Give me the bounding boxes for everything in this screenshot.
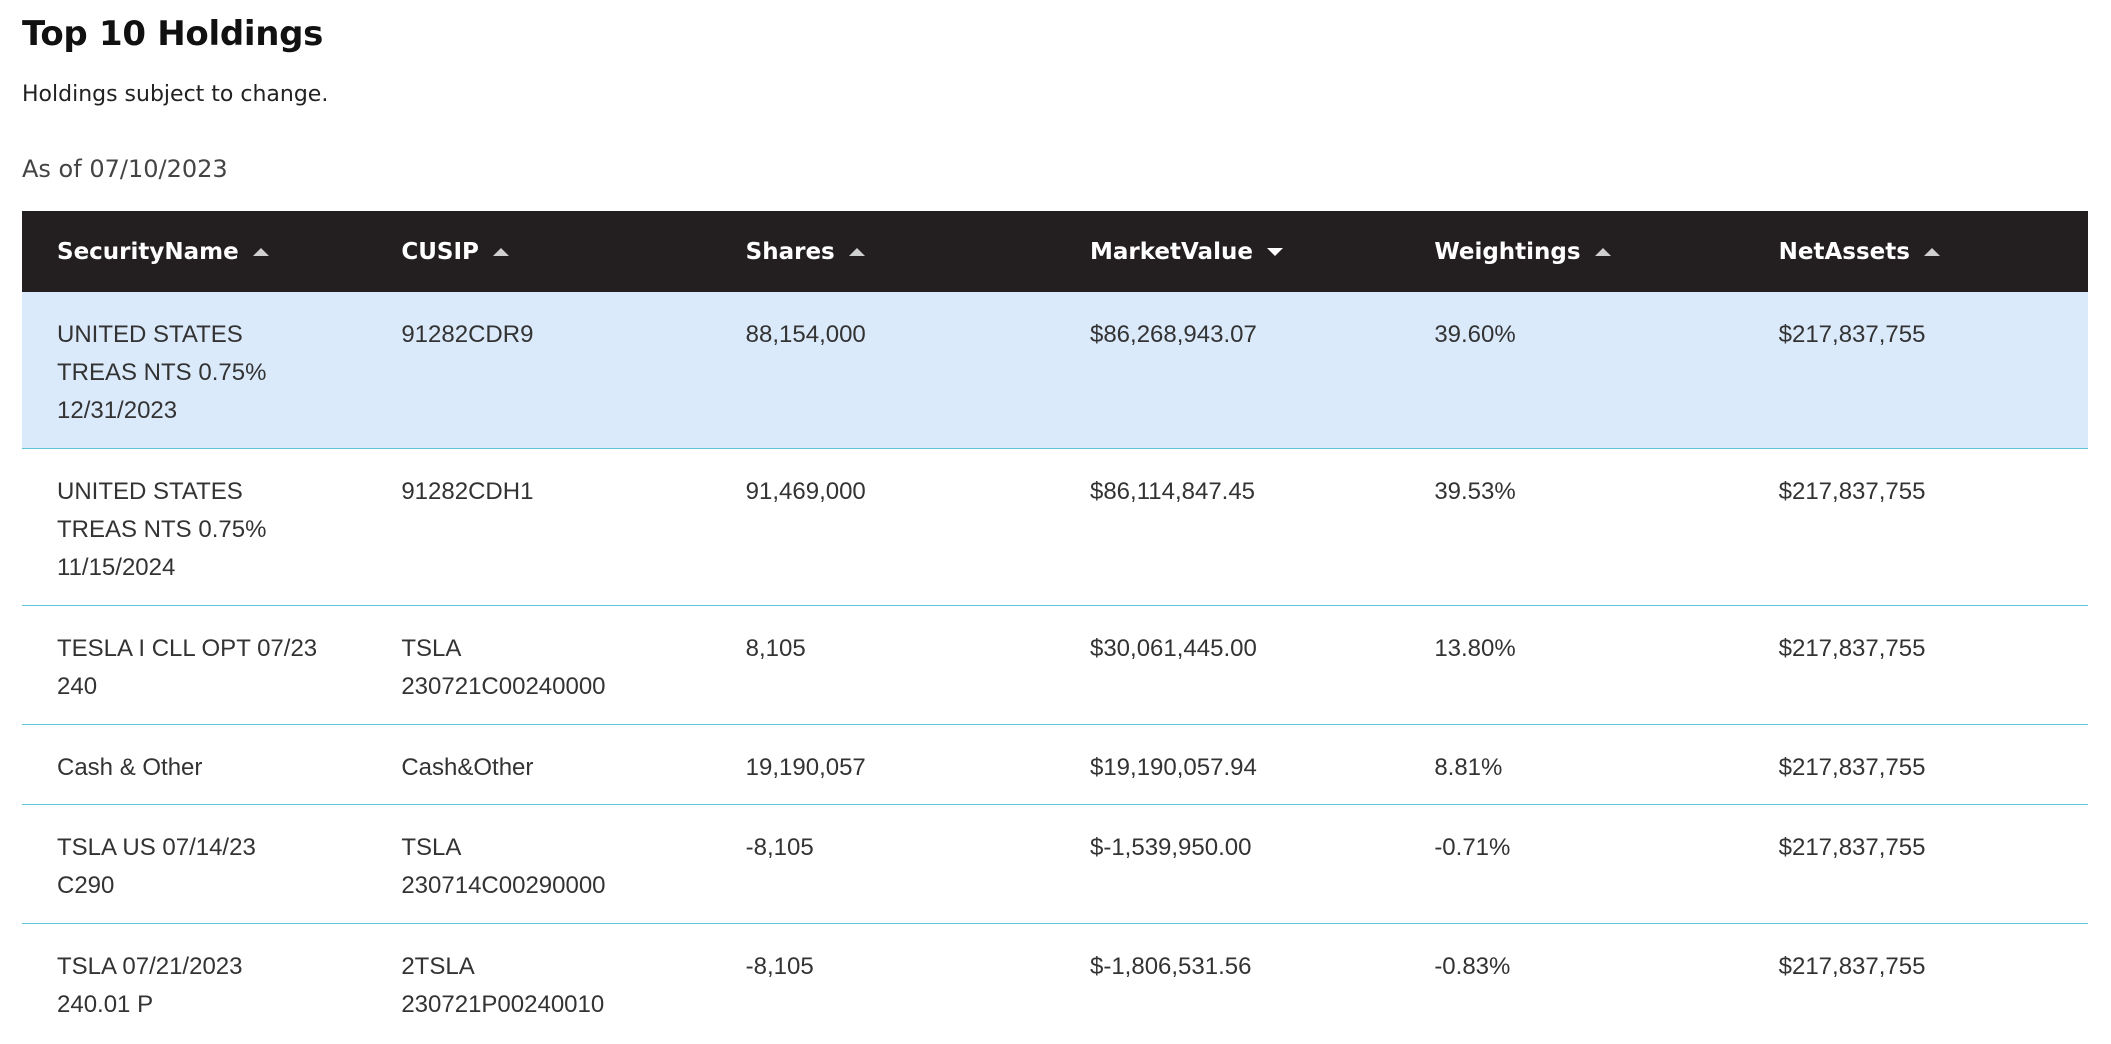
cell-market-value: $-1,539,950.00 — [1089, 834, 1252, 861]
cell-weighting: -0.71% — [1434, 834, 1511, 861]
column-header-label: MarketValue — [1089, 238, 1253, 265]
cell-cusip: TSLA 230714C00290000 — [401, 834, 606, 899]
cell-cusip: TSLA 230721C00240000 — [401, 635, 606, 700]
cell-security-name: TESLA I CLL OPT 07/23 240 — [57, 635, 318, 700]
cell-shares: -8,105 — [745, 834, 814, 861]
sort-ascending-icon — [252, 247, 269, 256]
column-header-label: SecurityName — [57, 238, 239, 265]
cell-security-name: UNITED STATES TREAS NTS 0.75% 11/15/2024 — [57, 478, 267, 581]
cell-shares: 19,190,057 — [745, 754, 866, 781]
cell-security-name: Cash & Other — [57, 754, 203, 781]
cell-net-assets: $217,837,755 — [1778, 834, 1926, 861]
cell-weighting: 13.80% — [1434, 635, 1516, 662]
holdings-disclaimer: Holdings subject to change. — [22, 82, 329, 107]
cell-net-assets: $217,837,755 — [1778, 635, 1926, 662]
sort-ascending-icon — [848, 247, 865, 256]
as-of-date: As of 07/10/2023 — [22, 155, 228, 183]
column-header-cusip[interactable]: CUSIP — [366, 239, 710, 265]
column-header-weightings[interactable]: Weightings — [1399, 239, 1743, 265]
table-row: UNITED STATES TREAS NTS 0.75% 12/31/2023… — [22, 292, 2088, 449]
table-row: TESLA I CLL OPT 07/23 240 TSLA 230721C00… — [22, 606, 2088, 725]
column-header-market-value[interactable]: MarketValue — [1055, 239, 1399, 265]
table-row: UNITED STATES TREAS NTS 0.75% 11/15/2024… — [22, 449, 2088, 606]
column-header-net-assets[interactable]: NetAssets — [1744, 239, 2088, 265]
column-header-label: Shares — [745, 238, 835, 265]
column-header-label: NetAssets — [1778, 238, 1910, 265]
column-header-label: CUSIP — [401, 238, 479, 265]
cell-weighting: 39.53% — [1434, 478, 1516, 505]
cell-cusip: 2TSLA 230721P00240010 — [401, 953, 605, 1018]
cell-security-name: UNITED STATES TREAS NTS 0.75% 12/31/2023 — [57, 321, 267, 424]
cell-net-assets: $217,837,755 — [1778, 754, 1926, 781]
cell-shares: 91,469,000 — [745, 478, 866, 505]
cell-market-value: $86,114,847.45 — [1089, 478, 1256, 505]
cell-weighting: 8.81% — [1434, 754, 1503, 781]
page-title: Top 10 Holdings — [22, 14, 324, 54]
column-header-label: Weightings — [1434, 238, 1581, 265]
cell-cusip: 91282CDH1 — [401, 478, 534, 505]
table-row: TSLA 07/21/2023 240.01 P 2TSLA 230721P00… — [22, 924, 2088, 1043]
cell-market-value: $86,268,943.07 — [1089, 321, 1257, 348]
table-header: SecurityName CUSIP Shares MarketValue We… — [22, 211, 2088, 292]
cell-net-assets: $217,837,755 — [1778, 321, 1926, 348]
table-row: Cash & Other Cash&Other 19,190,057 $19,1… — [22, 725, 2088, 805]
column-header-shares[interactable]: Shares — [711, 239, 1055, 265]
table-row: TSLA US 07/14/23 C290 TSLA 230714C002900… — [22, 805, 2088, 924]
column-header-security-name[interactable]: SecurityName — [22, 239, 366, 265]
sort-ascending-icon — [1594, 247, 1611, 256]
cell-net-assets: $217,837,755 — [1778, 478, 1926, 505]
cell-shares: 88,154,000 — [745, 321, 866, 348]
cell-security-name: TSLA US 07/14/23 C290 — [57, 834, 256, 899]
cell-net-assets: $217,837,755 — [1778, 953, 1926, 980]
sort-descending-icon — [1266, 247, 1283, 256]
cell-security-name: TSLA 07/21/2023 240.01 P — [57, 953, 243, 1018]
cell-shares: 8,105 — [745, 635, 806, 662]
cell-cusip: 91282CDR9 — [401, 321, 534, 348]
cell-market-value: $19,190,057.94 — [1089, 754, 1257, 781]
cell-weighting: 39.60% — [1434, 321, 1516, 348]
cell-cusip: Cash&Other — [401, 754, 534, 781]
cell-shares: -8,105 — [745, 953, 814, 980]
cell-weighting: -0.83% — [1434, 953, 1511, 980]
cell-market-value: $30,061,445.00 — [1089, 635, 1257, 662]
cell-market-value: $-1,806,531.56 — [1089, 953, 1252, 980]
sort-ascending-icon — [1923, 247, 1940, 256]
sort-ascending-icon — [492, 247, 509, 256]
holdings-table: SecurityName CUSIP Shares MarketValue We… — [22, 211, 2088, 1043]
